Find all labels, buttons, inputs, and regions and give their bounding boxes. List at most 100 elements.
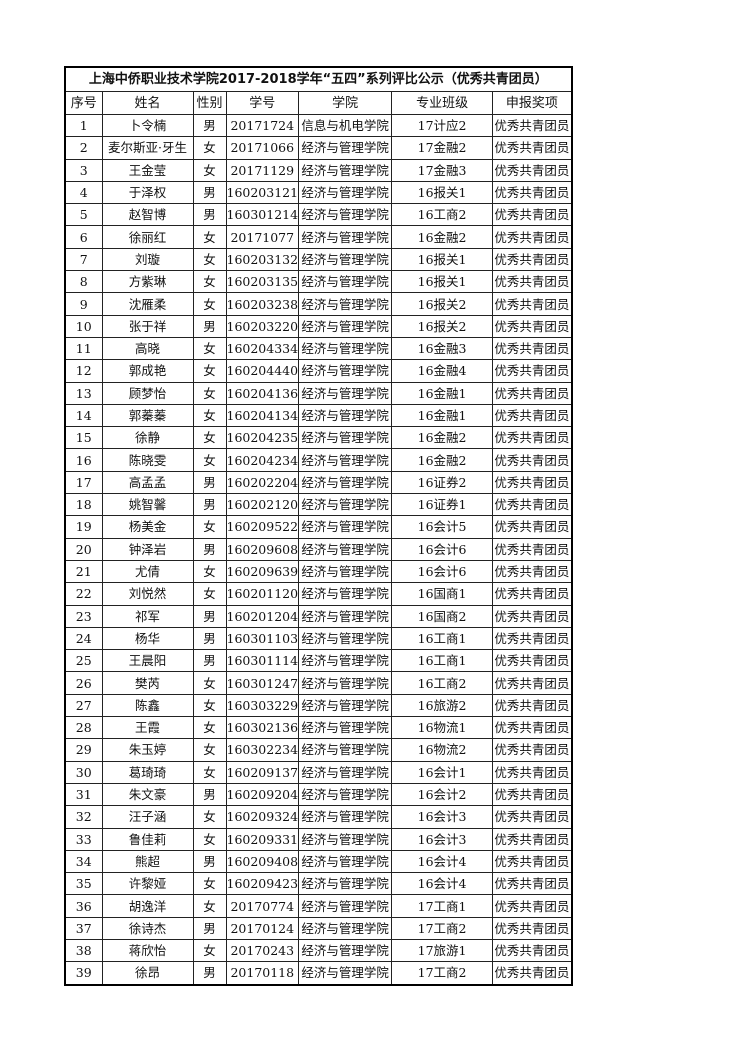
cell-award: 优秀共青团员 bbox=[492, 270, 573, 294]
cell-index: 28 bbox=[64, 716, 103, 740]
cell-gender: 女 bbox=[192, 515, 227, 539]
cell-student-id: 160202120 bbox=[225, 493, 300, 517]
cell-class: 16会计5 bbox=[391, 515, 494, 539]
cell-award: 优秀共青团员 bbox=[492, 381, 573, 405]
cell-index: 36 bbox=[64, 894, 103, 918]
cell-name: 朱文豪 bbox=[101, 782, 194, 807]
cell-student-id: 160202204 bbox=[225, 470, 300, 495]
cell-class: 16会计3 bbox=[391, 805, 494, 829]
cell-gender: 女 bbox=[192, 938, 227, 963]
cell-award: 优秀共青团员 bbox=[492, 738, 573, 762]
cell-college: 经济与管理学院 bbox=[298, 805, 393, 829]
cell-index: 13 bbox=[64, 381, 103, 405]
cell-college: 经济与管理学院 bbox=[298, 961, 393, 986]
cell-award: 优秀共青团员 bbox=[492, 158, 573, 182]
table-row: 38 蒋欣怡女 20170243 经济与管理学院 17旅游1 优秀共青团员 bbox=[64, 938, 573, 963]
table-row: 26 樊芮女 160301247 经济与管理学院 16工商2 优秀共青团员 bbox=[64, 671, 573, 695]
cell-index: 4 bbox=[64, 180, 103, 205]
cell-gender: 女 bbox=[192, 359, 227, 383]
cell-student-id: 160209331 bbox=[225, 827, 300, 851]
cell-student-id: 160204134 bbox=[225, 403, 300, 428]
cell-name: 郭成艳 bbox=[101, 359, 194, 383]
cell-college: 经济与管理学院 bbox=[298, 894, 393, 918]
cell-gender: 女 bbox=[192, 894, 227, 918]
cell-class: 16会计3 bbox=[391, 827, 494, 851]
cell-index: 2 bbox=[64, 136, 103, 160]
cell-name: 徐昂 bbox=[101, 961, 194, 986]
cell-award: 优秀共青团员 bbox=[492, 894, 573, 918]
table-row: 28 王霞女 160302136 经济与管理学院 16物流1 优秀共青团员 bbox=[64, 716, 573, 740]
cell-index: 15 bbox=[64, 426, 103, 450]
cell-gender: 女 bbox=[192, 403, 227, 428]
cell-award: 优秀共青团员 bbox=[492, 582, 573, 606]
cell-name: 顾梦怡 bbox=[101, 381, 194, 405]
cell-index: 10 bbox=[64, 314, 103, 338]
cell-student-id: 160204136 bbox=[225, 381, 300, 405]
cell-gender: 女 bbox=[192, 158, 227, 182]
cell-award: 优秀共青团员 bbox=[492, 961, 573, 986]
cell-gender: 女 bbox=[192, 827, 227, 851]
cell-college: 经济与管理学院 bbox=[298, 849, 393, 874]
cell-student-id: 20171066 bbox=[225, 136, 300, 160]
cell-award: 优秀共青团员 bbox=[492, 671, 573, 695]
cell-student-id: 20171129 bbox=[225, 158, 300, 182]
cell-index: 5 bbox=[64, 203, 103, 227]
cell-index: 27 bbox=[64, 693, 103, 718]
cell-index: 29 bbox=[64, 738, 103, 762]
cell-gender: 女 bbox=[192, 270, 227, 294]
cell-index: 19 bbox=[64, 515, 103, 539]
cell-student-id: 160201120 bbox=[225, 582, 300, 606]
cell-award: 优秀共青团员 bbox=[492, 336, 573, 361]
cell-college: 经济与管理学院 bbox=[298, 827, 393, 851]
cell-student-id: 160209639 bbox=[225, 559, 300, 584]
cell-student-id: 160203135 bbox=[225, 270, 300, 294]
table-row: 23 祁军男 160201204 经济与管理学院 16国商2 优秀共青团员 bbox=[64, 604, 573, 628]
cell-gender: 男 bbox=[192, 537, 227, 561]
cell-award: 优秀共青团员 bbox=[492, 448, 573, 472]
cell-index: 24 bbox=[64, 626, 103, 651]
table-row: 24 杨华男 160301103 经济与管理学院 16工商1 优秀共青团员 bbox=[64, 626, 573, 651]
cell-index: 11 bbox=[64, 336, 103, 361]
cell-class: 16国商2 bbox=[391, 604, 494, 628]
table-row: 1 卜令楠男 20171724 信息与机电学院 17计应2 优秀共青团员 bbox=[64, 113, 573, 138]
header-index: 序号 bbox=[64, 91, 103, 115]
cell-index: 39 bbox=[64, 961, 103, 986]
cell-gender: 女 bbox=[192, 738, 227, 762]
cell-name: 杨美金 bbox=[101, 515, 194, 539]
cell-name: 尤倩 bbox=[101, 559, 194, 584]
cell-college: 经济与管理学院 bbox=[298, 403, 393, 428]
cell-student-id: 160301114 bbox=[225, 649, 300, 673]
cell-class: 16工商2 bbox=[391, 203, 494, 227]
cell-class: 17旅游1 bbox=[391, 938, 494, 963]
cell-gender: 女 bbox=[192, 693, 227, 718]
cell-award: 优秀共青团员 bbox=[492, 314, 573, 338]
cell-student-id: 160203121 bbox=[225, 180, 300, 205]
cell-award: 优秀共青团员 bbox=[492, 604, 573, 628]
cell-college: 经济与管理学院 bbox=[298, 203, 393, 227]
cell-college: 经济与管理学院 bbox=[298, 314, 393, 338]
cell-class: 17金融2 bbox=[391, 136, 494, 160]
cell-award: 优秀共青团员 bbox=[492, 827, 573, 851]
cell-award: 优秀共青团员 bbox=[492, 872, 573, 896]
cell-gender: 男 bbox=[192, 961, 227, 986]
cell-index: 7 bbox=[64, 247, 103, 272]
table-row: 22 刘悦然女 160201120 经济与管理学院 16国商1 优秀共青团员 bbox=[64, 582, 573, 606]
cell-class: 16证券2 bbox=[391, 470, 494, 495]
cell-name: 祁军 bbox=[101, 604, 194, 628]
cell-college: 经济与管理学院 bbox=[298, 247, 393, 272]
cell-name: 沈雁柔 bbox=[101, 292, 194, 316]
cell-class: 17计应2 bbox=[391, 113, 494, 138]
award-table: 上海中侨职业技术学院2017-2018学年“五四”系列评比公示（优秀共青团员） … bbox=[64, 66, 573, 986]
cell-index: 18 bbox=[64, 493, 103, 517]
cell-college: 经济与管理学院 bbox=[298, 493, 393, 517]
cell-index: 14 bbox=[64, 403, 103, 428]
cell-college: 经济与管理学院 bbox=[298, 782, 393, 807]
cell-college: 经济与管理学院 bbox=[298, 225, 393, 249]
cell-name: 赵智博 bbox=[101, 203, 194, 227]
table-row: 7 刘璇女 160203132 经济与管理学院 16报关1 优秀共青团员 bbox=[64, 247, 573, 272]
cell-name: 刘悦然 bbox=[101, 582, 194, 606]
cell-index: 12 bbox=[64, 359, 103, 383]
table-row: 5 赵智博男 160301214 经济与管理学院 16工商2 优秀共青团员 bbox=[64, 203, 573, 227]
table-row: 35 许黎娅女 160209423 经济与管理学院 16会计4 优秀共青团员 bbox=[64, 872, 573, 896]
cell-class: 16金融1 bbox=[391, 403, 494, 428]
